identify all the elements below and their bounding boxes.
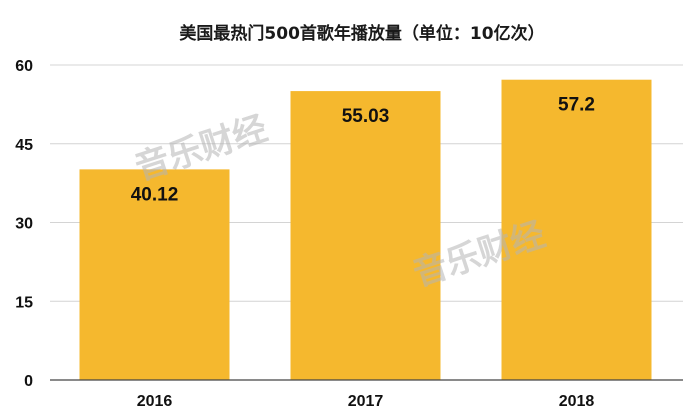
y-tick-label: 15: [15, 294, 33, 311]
chart-title: 美国最热门500首歌年播放量（单位：10亿次）: [179, 23, 544, 44]
bar: [79, 169, 230, 380]
y-tick-label: 0: [24, 373, 33, 390]
y-tick-label: 60: [15, 58, 33, 75]
bar: [501, 79, 652, 380]
bar-value-label: 40.12: [131, 184, 179, 205]
x-tick-label: 2017: [348, 393, 384, 410]
x-tick-label: 2016: [137, 393, 173, 410]
bar-value-label: 57.2: [558, 95, 595, 116]
label-layer: 0 15 30 45 60 40.12 2016 55.03 2017 57.2 2018: [15, 58, 595, 410]
bar-value-label: 55.03: [342, 106, 390, 127]
y-tick-label: 45: [15, 137, 33, 154]
y-tick-label: 30: [15, 216, 33, 233]
bar-layer: [79, 79, 652, 380]
x-tick-label: 2018: [559, 393, 595, 410]
bar: [290, 91, 441, 380]
